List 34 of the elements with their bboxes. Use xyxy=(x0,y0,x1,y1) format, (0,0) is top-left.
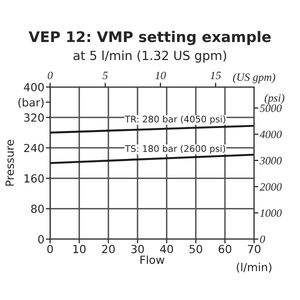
x-tick-label: 30 xyxy=(131,244,144,254)
y2-tick-label: 3000 xyxy=(260,156,282,164)
x2-axis-title: (US gpm) xyxy=(233,73,276,84)
chart-title: VEP 12: VMP setting example xyxy=(28,30,271,46)
y-tick-label: 240 xyxy=(24,144,44,152)
y-tick-label: 400 xyxy=(24,82,44,92)
y-tick-label: 320 xyxy=(24,113,44,122)
x-tick-label: 10 xyxy=(73,244,86,254)
y-axis-title: Pressure xyxy=(6,140,14,186)
y-tick-label: 0 xyxy=(38,235,44,244)
x2-tick-label: 5 xyxy=(102,72,108,80)
y-tick-label: (bar) xyxy=(18,98,44,108)
x-tick-label: 50 xyxy=(190,244,202,254)
y2-tick-label: 1000 xyxy=(260,209,282,217)
x2-tick-label: 15 xyxy=(210,72,221,80)
x-tick-label: 60 xyxy=(218,244,232,254)
y-tick-label: 160 xyxy=(24,174,44,183)
series-label: TR: 280 bar (4050 psi) xyxy=(124,116,226,124)
y2-tick-label: 0 xyxy=(260,236,266,244)
x2-tick-label: 10 xyxy=(155,72,166,80)
x2-tick-label: 0 xyxy=(48,72,53,80)
text: (l/min) xyxy=(236,262,272,273)
series-label: TS: 180 bar (2600 psi) xyxy=(124,145,226,154)
x-axis-title: Flow xyxy=(140,255,164,264)
y-tick-label: 80 xyxy=(31,204,44,214)
y2-tick-label: 2000 xyxy=(260,183,282,191)
y2-tick-label: 5000 xyxy=(260,104,282,112)
chart-subtitle: at 5 l/min (1.32 US gpm) xyxy=(74,50,226,63)
x-tick-label: 40 xyxy=(160,244,174,254)
y2-axis-title: (psi) xyxy=(264,94,284,104)
x-tick-label: 70 xyxy=(248,244,260,254)
x-tick-label: 0 xyxy=(47,244,53,254)
y2-tick-label: 4000 xyxy=(260,130,282,138)
x-tick-label: 20 xyxy=(102,244,115,254)
